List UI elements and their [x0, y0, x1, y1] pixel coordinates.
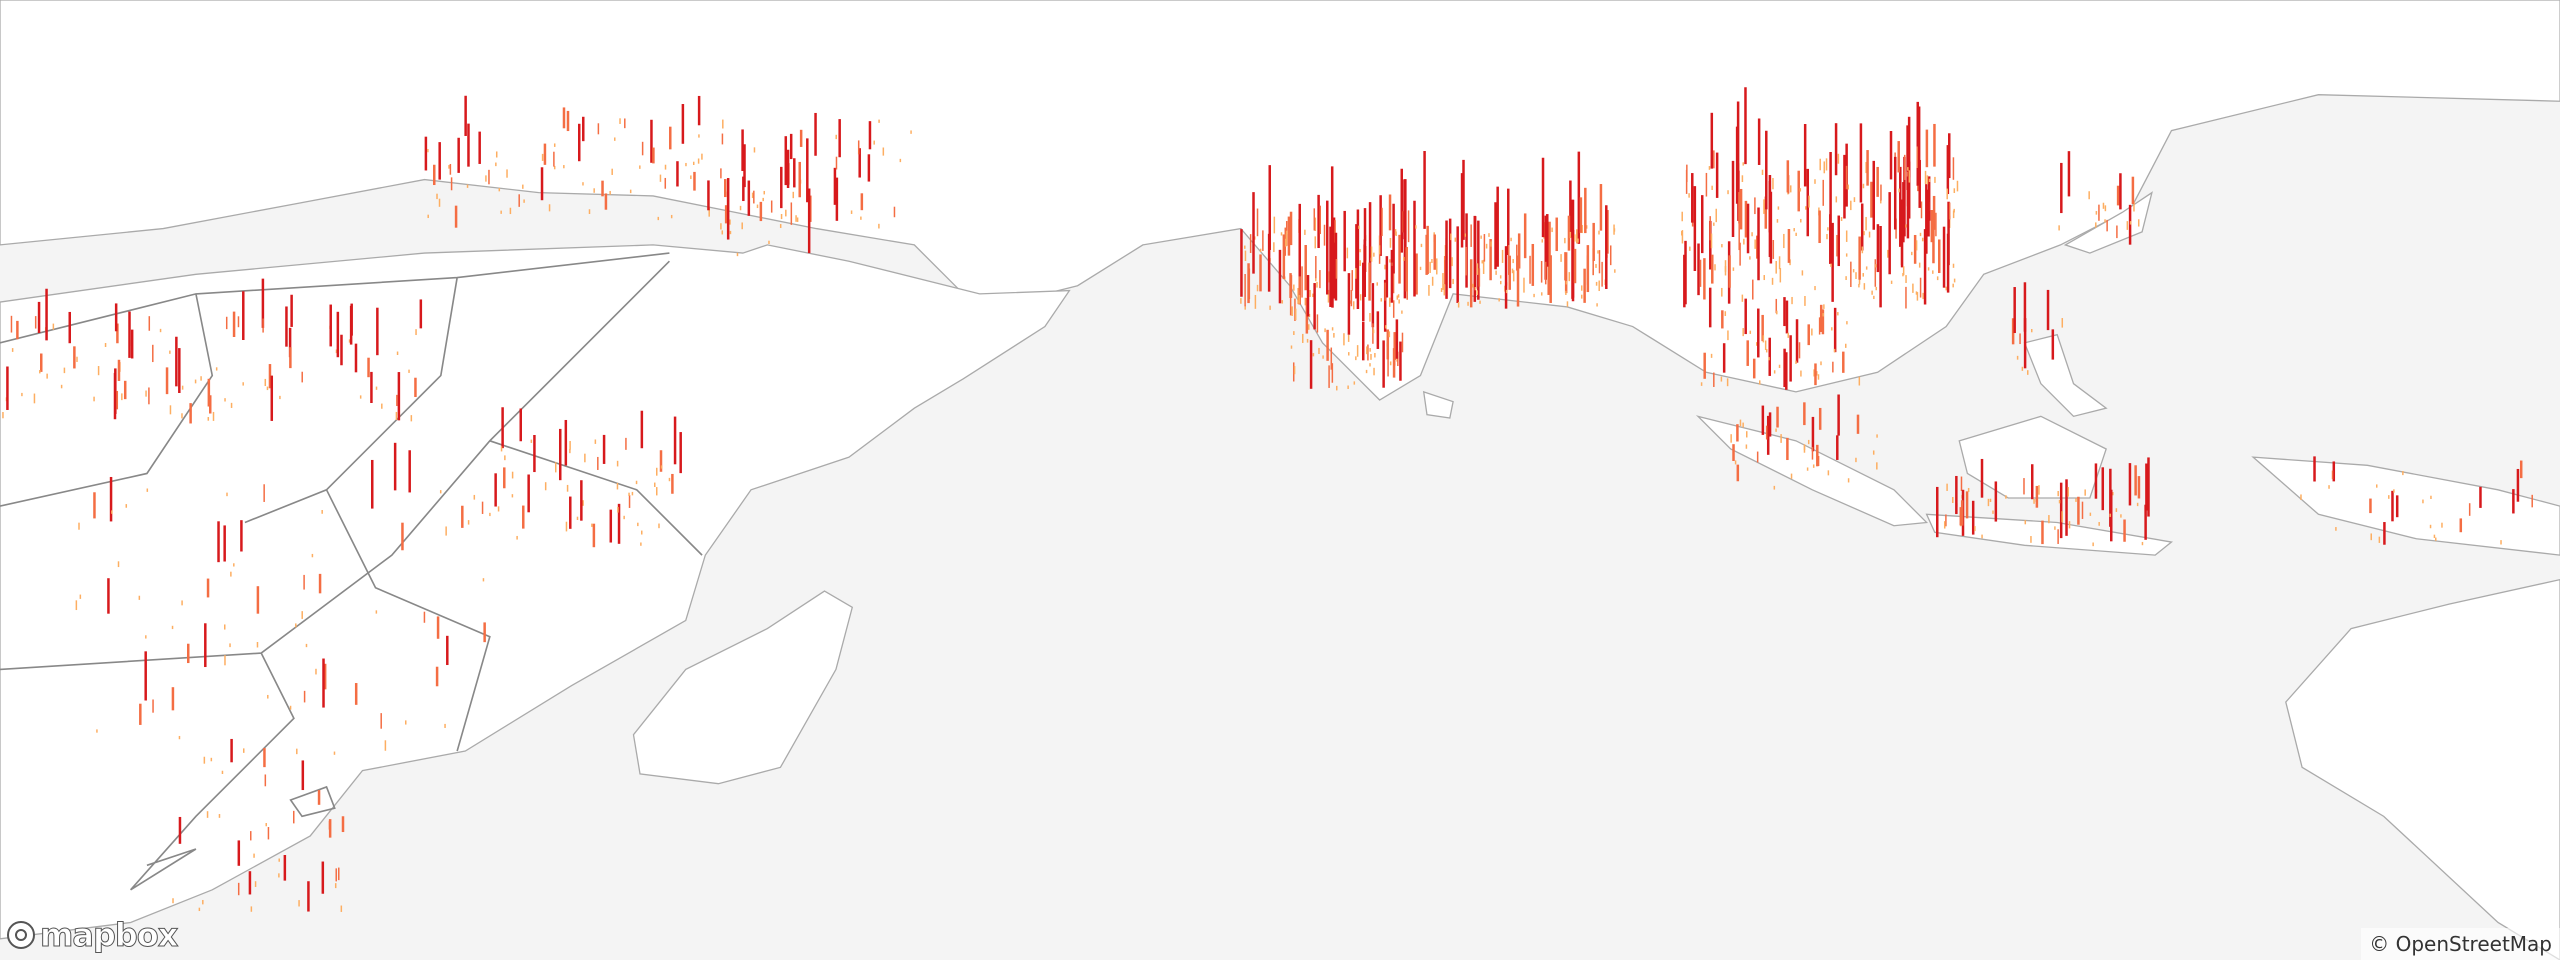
java: [1925, 513, 2174, 556]
philippines: [2023, 333, 2108, 418]
border: [0, 252, 703, 891]
borders: [0, 252, 703, 891]
madagascar: [632, 590, 854, 785]
borneo: [1958, 415, 2107, 499]
australia: [2285, 578, 2560, 960]
lesotho: [289, 785, 336, 818]
sri-lanka: [1422, 390, 1454, 419]
new-guinea: [2251, 456, 2560, 556]
population-spikes: [2, 87, 2533, 912]
mapbox-logo[interactable]: mapbox: [6, 916, 179, 955]
africa: [0, 244, 1071, 940]
attribution[interactable]: © OpenStreetMap: [2361, 928, 2560, 960]
logo-icon: [7, 921, 35, 949]
logo-text: mapbox: [39, 916, 178, 955]
